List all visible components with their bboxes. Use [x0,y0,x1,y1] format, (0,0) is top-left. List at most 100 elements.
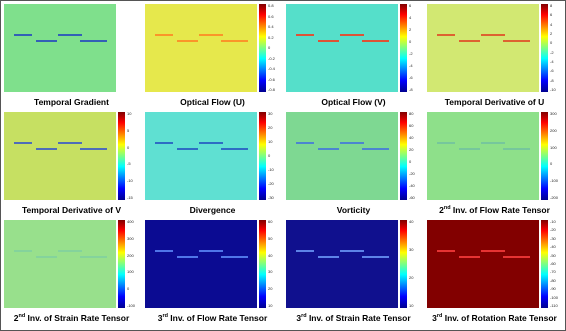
colorbar-tick-label: -4 [409,63,413,68]
streak [362,148,389,150]
panel-image [286,4,398,92]
colorbar-tick-label: 0 [409,159,412,164]
colorbar-tick-label: -100 [550,294,559,300]
caption-sup: nd [443,205,451,212]
panel-image [427,220,539,308]
streak [155,250,173,252]
streak [177,148,198,150]
colorbar-tick-label: -50 [550,252,556,258]
colorbar-tick-label: 10 [268,303,273,308]
colorbar-tick-label: -0.6 [268,76,275,82]
streak [80,148,107,150]
colorbar [259,220,266,308]
colorbar-tick-label: 6 [409,3,412,8]
colorbar-tick-label: -8 [409,87,413,92]
streak [177,40,198,42]
colorbar-tick-label: 20 [409,147,414,152]
streak [362,256,389,258]
panel-caption: Optical Flow (V) [283,97,424,107]
colorbar [541,112,548,200]
colorbar-tick-label: 0 [127,144,130,150]
streak [36,256,57,258]
streak [340,34,364,36]
caption-sup: rd [301,313,307,320]
colorbar-tick-label: 0 [550,161,553,167]
caption-text: Temporal Derivative of U [444,97,545,107]
streak [362,40,389,42]
panel-caption: 3rd Inv. of Flow Rate Tensor [142,313,283,323]
streak [296,250,314,252]
caption-pre: 3 [296,313,302,323]
streak [36,148,57,150]
panel-caption: Optical Flow (U) [142,97,283,107]
colorbar-tick-label: 40 [409,219,414,224]
colorbar-tick-label: -20 [409,171,415,176]
caption-sup: rd [162,313,168,320]
colorbar-tick-label: 0 [127,286,130,292]
colorbar-tick-label: 30 [268,269,273,275]
caption-text: Inv. of Rotation Rate Tensor [442,313,557,323]
colorbar-tick-label: -0.8 [268,87,275,92]
colorbar-tick-label: -30 [268,195,274,200]
colorbar-tick-label: 40 [409,135,414,140]
colorbar-tick-label: -10 [268,167,274,172]
caption-text: Temporal Gradient [34,97,109,107]
colorbar-tick-label: 100 [127,269,134,275]
colorbar-tick-label: -8 [550,77,554,83]
colorbar-tick-label: 200 [550,127,557,133]
colorbar-tick-label: 10 [127,111,132,116]
caption-pre: 3 [157,313,163,323]
colorbar-tick-label: -90 [550,286,556,292]
colorbar-tick-label: 100 [550,144,557,150]
caption-text: Vorticity [336,205,371,215]
streak [481,142,505,144]
colorbar-tick-label: -60 [550,261,556,266]
colorbar-tick-label: 20 [409,275,414,280]
panel-image [427,4,539,92]
caption-sup: rd [436,313,443,320]
colorbar-tick-label: -30 [550,235,556,241]
colorbar-tick-label: 0 [550,40,553,46]
colorbar-tick-label: -40 [409,183,415,188]
streak [221,256,248,258]
streak [155,34,173,36]
streak [481,250,505,252]
streak [58,142,82,144]
colorbar-tick-label: 20 [268,286,273,292]
colorbar-tick-label: 50 [268,235,273,241]
panel-caption: 3rd Inv. of Strain Rate Tensor [283,313,424,323]
colorbar [400,112,407,200]
caption-pre: 3 [432,313,437,323]
colorbar-tick-label: 0 [409,39,412,44]
streak [503,40,530,42]
streak [481,34,505,36]
colorbar-tick-label: 4 [550,21,553,27]
caption-sup: nd [18,313,26,320]
colorbar-tick-label: 30 [268,111,273,116]
streak [437,250,455,252]
caption-pre: 2 [13,313,19,323]
streak [58,250,82,252]
streak [199,34,223,36]
colorbar-tick-label: 5 [127,127,130,133]
colorbar-tick-label: -6 [409,75,413,80]
panel-image [427,112,539,200]
caption-text: Temporal Derivative of V [21,205,122,215]
colorbar-tick-label: -5 [127,161,131,167]
colorbar-tick-label: 10 [268,139,273,144]
streak [459,40,480,42]
colorbar-tick-label: -2 [550,49,554,55]
colorbar-tick-label: 200 [127,252,134,258]
panel-image [4,220,116,308]
colorbar-tick-label: 8 [550,3,553,8]
caption-text: Inv. of Strain Rate Tensor [25,313,130,323]
streak [437,34,455,36]
panel-image [4,112,116,200]
caption-text: Inv. of Flow Rate Tensor [450,205,550,215]
streak [340,250,364,252]
panel-caption: Temporal Gradient [1,97,142,107]
colorbar [400,220,407,308]
streak [221,148,248,150]
colorbar-tick-label: 60 [409,123,414,128]
